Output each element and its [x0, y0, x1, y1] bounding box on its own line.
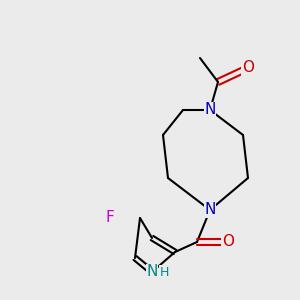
- Text: N: N: [146, 265, 158, 280]
- Text: N: N: [204, 103, 216, 118]
- Text: F: F: [106, 211, 114, 226]
- Text: H: H: [160, 266, 169, 278]
- Text: O: O: [242, 61, 254, 76]
- Text: O: O: [222, 235, 234, 250]
- Text: N: N: [204, 202, 216, 217]
